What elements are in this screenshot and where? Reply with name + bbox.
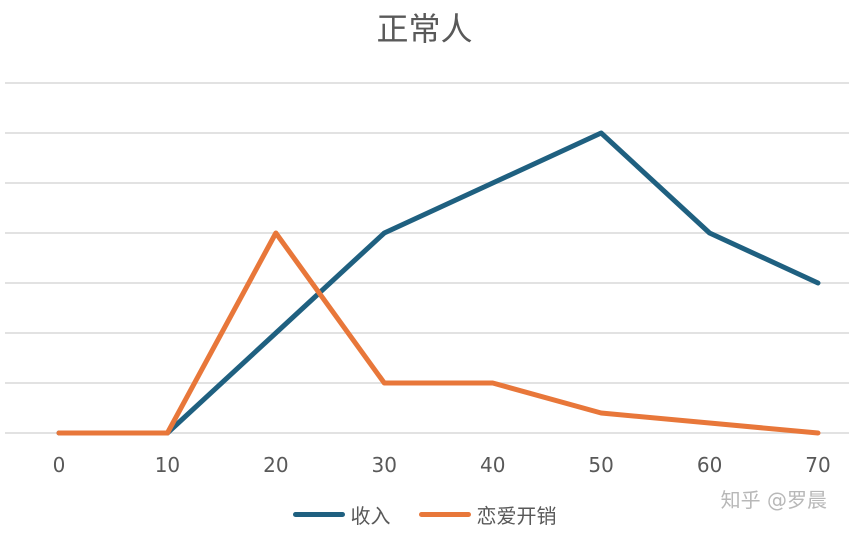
legend-swatch-income xyxy=(292,512,345,517)
series-line-0 xyxy=(56,130,821,436)
watermark: 知乎 @罗晨 xyxy=(720,488,827,512)
series-lines xyxy=(56,130,821,436)
legend-item-romance-spending: 恋爱开销 xyxy=(418,500,557,529)
x-tick-label: 40 xyxy=(480,453,505,477)
series-line-1 xyxy=(56,230,821,436)
x-tick-label: 70 xyxy=(805,453,830,477)
legend-label-income: 收入 xyxy=(350,504,391,528)
x-tick-label: 50 xyxy=(588,453,613,477)
legend-swatch-romance-spending xyxy=(418,512,471,517)
x-tick-label: 60 xyxy=(697,453,722,477)
x-tick-label: 10 xyxy=(155,453,180,477)
x-axis-ticks: 0 10 20 30 40 50 60 70 xyxy=(53,453,831,477)
legend: 收入 恋爱开销 xyxy=(0,500,849,529)
chart-title: 正常人 xyxy=(376,10,473,48)
legend-label-romance-spending: 恋爱开销 xyxy=(476,504,557,528)
x-tick-label: 20 xyxy=(263,453,288,477)
x-tick-label: 30 xyxy=(372,453,397,477)
legend-item-income: 收入 xyxy=(292,500,391,529)
x-tick-label: 0 xyxy=(53,453,66,477)
